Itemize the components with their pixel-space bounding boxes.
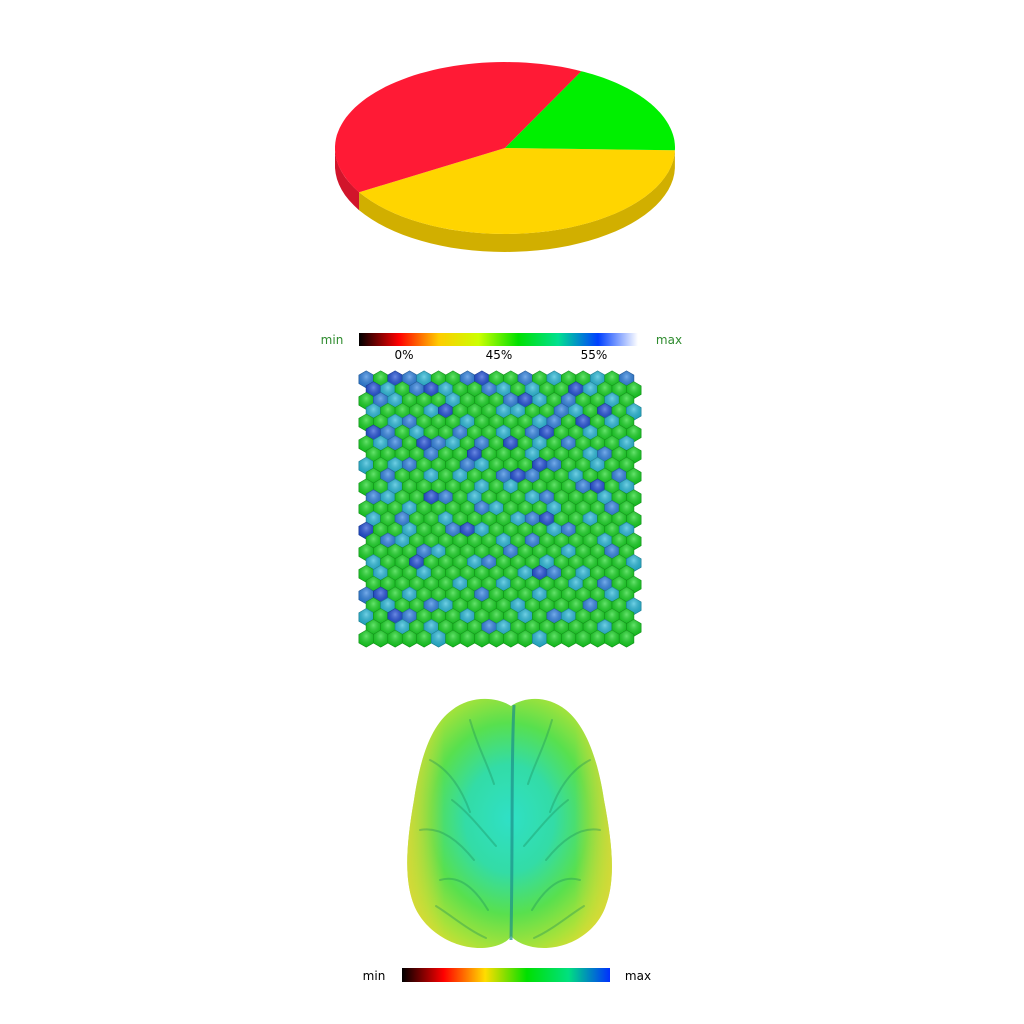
pie-slice-side-1	[335, 150, 360, 211]
gyrus-line-2	[419, 828, 475, 861]
colorbar-bottom-min-label: min	[363, 969, 386, 983]
gyrus-line-11	[533, 905, 585, 939]
hex-cell-shade	[503, 630, 519, 648]
colorbar-top-gradient	[359, 333, 638, 346]
colorbar-top-tick-2: 55%	[581, 348, 608, 362]
pie-slice-2	[505, 71, 675, 151]
gyrus-line-7	[531, 877, 581, 911]
colorbar-top-tick-1: 45%	[486, 348, 513, 362]
pie-slice-1	[335, 62, 582, 193]
brain-side-shading	[407, 698, 612, 948]
hex-cell-shade	[460, 630, 475, 648]
hex-cell-shade	[546, 630, 562, 648]
hex-cell-shade	[604, 630, 620, 648]
hex-heatmap	[358, 370, 642, 648]
hex-cell-shade	[474, 630, 490, 648]
gyrus-line-10	[435, 905, 487, 939]
hex-cell-shade	[445, 630, 461, 648]
hex-cell-shade	[402, 630, 417, 648]
pie-chart	[335, 62, 675, 252]
pie-slice-side-0	[359, 150, 675, 252]
gyrus-line-9	[523, 799, 569, 847]
gyrus-line-8	[451, 799, 497, 847]
brain-gyri	[419, 719, 601, 939]
hex-cell-shade	[416, 630, 432, 648]
hex-cell-shade	[561, 630, 577, 648]
gyrus-line-3	[439, 877, 489, 911]
hex-cell-shade	[373, 630, 389, 648]
colorbar-bottom: min max	[363, 968, 651, 983]
pie-slice-0	[359, 148, 675, 234]
hex-cell-shade	[532, 630, 548, 648]
hex-cell-shade	[575, 630, 591, 648]
hex-cell-shade	[590, 630, 605, 648]
hex-cell-shade	[358, 630, 374, 648]
hex-cell-shade	[387, 630, 403, 648]
brain-surface	[407, 698, 612, 948]
colorbar-top: min max 0% 45% 55%	[321, 333, 682, 362]
gyrus-line-4	[549, 759, 591, 813]
hex-cell-shade	[619, 630, 634, 648]
colorbar-top-max-label: max	[656, 333, 682, 347]
hex-cell-shade	[431, 630, 446, 648]
brain-midline-fissure	[509, 704, 516, 941]
hex-cell-shade	[489, 630, 504, 648]
gyrus-line-5	[527, 719, 553, 785]
gyrus-line-1	[469, 719, 495, 785]
hex-cell-shade	[517, 630, 533, 648]
colorbar-top-tick-0: 0%	[394, 348, 413, 362]
colorbar-top-min-label: min	[321, 333, 344, 347]
gyrus-line-0	[429, 759, 471, 813]
colorbar-bottom-max-label: max	[625, 969, 651, 983]
gyrus-line-6	[545, 828, 601, 861]
colorbar-bottom-gradient	[402, 968, 610, 982]
